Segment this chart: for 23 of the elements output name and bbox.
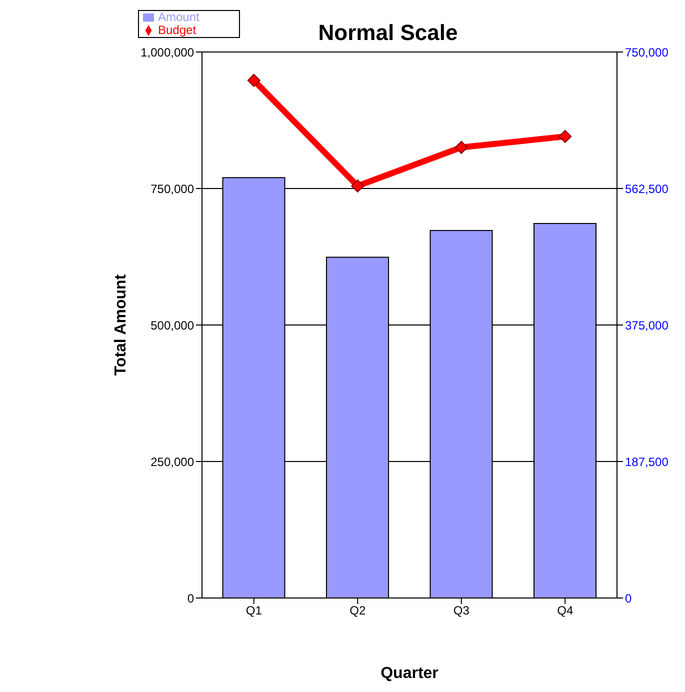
y-tick-label: 0 [187, 591, 194, 606]
y2-tick-label: 562,500 [625, 182, 669, 196]
y2-tick-label: 0 [625, 591, 632, 606]
y-tick-label: 500,000 [150, 318, 194, 332]
y2-tick-label: 187,500 [625, 454, 669, 469]
legend-label: Budget [158, 23, 196, 37]
point [247, 74, 260, 87]
point [454, 140, 468, 154]
y-axis-title: Total Amount [112, 274, 130, 376]
x-tick-label: Q3 [453, 604, 470, 618]
y-tick-label: 250,000 [150, 454, 194, 469]
point [351, 179, 364, 192]
x-axis-title: Quarter [380, 665, 438, 682]
y-tick-label: 750,000 [150, 182, 194, 196]
x-tick-label: Q1 [246, 604, 262, 618]
legend-label: Amount [158, 10, 200, 24]
point [558, 130, 572, 143]
x-tick-label: Q4 [557, 604, 574, 618]
y-tick-label: 1,000,000 [140, 45, 194, 60]
y2-tick-label: 750,000 [625, 45, 669, 60]
y2-tick-label: 375,000 [625, 318, 669, 332]
chart-title: Normal Scale [317, 20, 459, 46]
x-tick-label: Q2 [350, 604, 366, 618]
